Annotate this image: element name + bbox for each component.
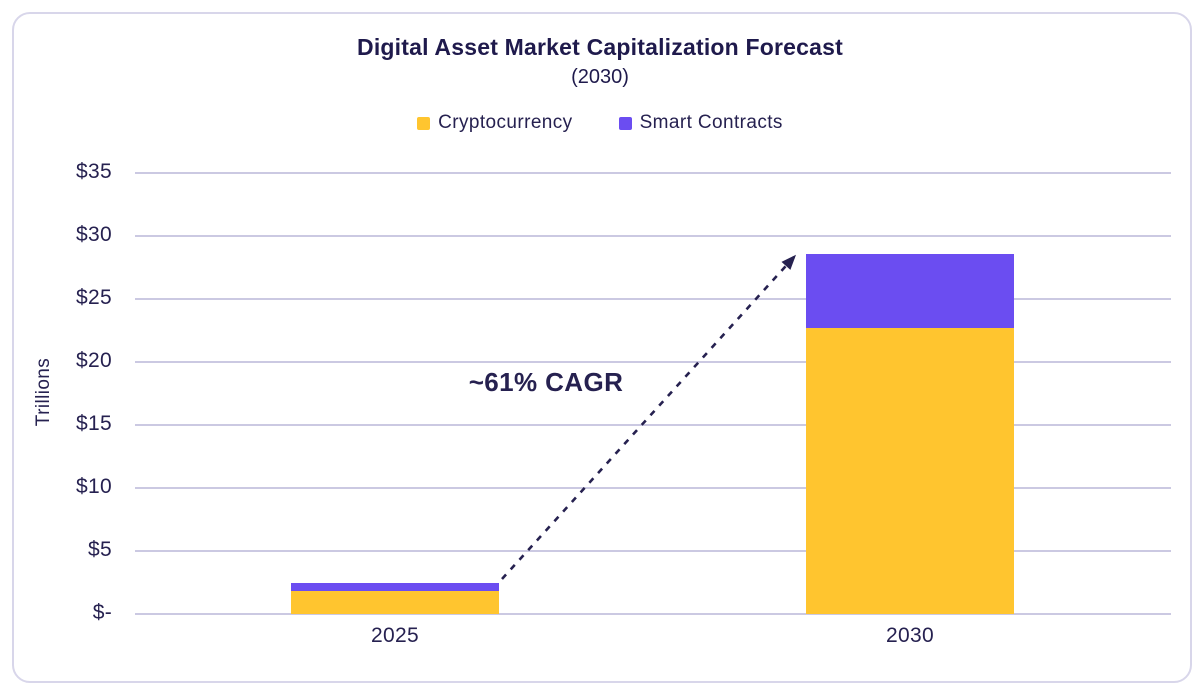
x-tick-label-2030: 2030 — [886, 624, 934, 647]
legend-item-smart-contracts: Smart Contracts — [618, 112, 783, 134]
y-tick-label: $25 — [76, 286, 112, 309]
gridline-15 — [135, 424, 1171, 426]
y-tick-label: $5 — [88, 538, 112, 561]
legend-label: Smart Contracts — [639, 112, 783, 133]
bar-2030-cryptocurrency — [806, 327, 1014, 614]
y-tick-label: $20 — [76, 349, 112, 372]
bar-2025-cryptocurrency — [291, 591, 499, 614]
gridline-10 — [135, 487, 1171, 489]
y-tick-label: $35 — [76, 160, 112, 183]
chart-subtitle: (2030) — [571, 66, 629, 88]
y-axis-title: Trillions — [33, 357, 54, 427]
legend-swatch-icon — [417, 116, 431, 130]
gridline-30 — [135, 235, 1171, 237]
gridline-5 — [135, 550, 1171, 552]
bar-2025-smart-contracts — [291, 582, 499, 592]
legend-item-cryptocurrency: Cryptocurrency — [417, 112, 572, 134]
cagr-annotation: ~61% CAGR — [468, 367, 624, 397]
gridline-25 — [135, 298, 1171, 300]
x-tick-label-2025: 2025 — [371, 624, 419, 647]
gridline-0 — [135, 613, 1171, 615]
legend-swatch-icon — [618, 116, 632, 130]
y-tick-label: $15 — [76, 412, 112, 435]
gridline-20 — [135, 361, 1171, 363]
y-tick-label: $- — [92, 601, 112, 624]
y-tick-label: $10 — [76, 475, 112, 498]
legend-label: Cryptocurrency — [438, 112, 573, 133]
y-tick-label: $30 — [76, 223, 112, 246]
chart-title: Digital Asset Market Capitalization Fore… — [357, 34, 843, 60]
bar-2030-smart-contracts — [806, 253, 1014, 328]
chart-legend: Cryptocurrency Smart Contracts — [0, 110, 1200, 136]
gridline-35 — [135, 172, 1171, 174]
